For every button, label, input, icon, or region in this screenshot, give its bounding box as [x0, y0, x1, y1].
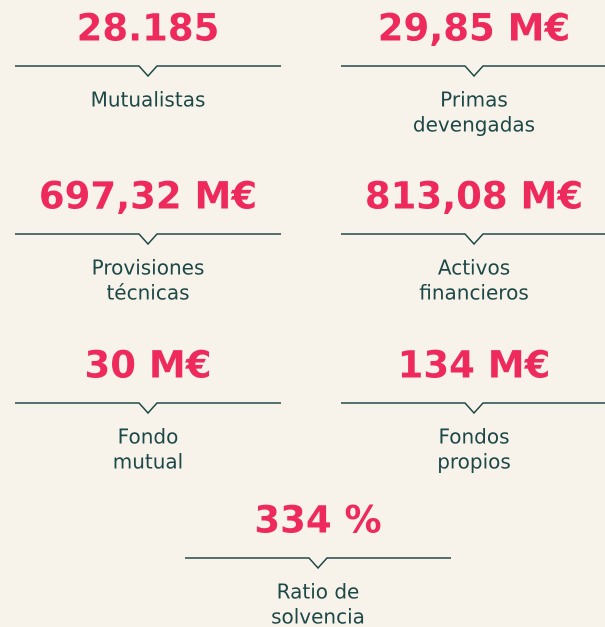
stat-label: solvencia: [271, 605, 365, 627]
stat-value: 334 %: [254, 499, 381, 542]
divider: [15, 65, 281, 78]
stat-label: Ratio de: [277, 580, 360, 604]
stat-value: 813,08 M€: [365, 175, 583, 218]
stat-value: 28.185: [77, 7, 220, 50]
stat-value: 697,32 M€: [39, 175, 257, 218]
stat-value: 29,85 M€: [378, 7, 570, 50]
stat-value: 30 M€: [85, 344, 212, 387]
stat-label: Activos: [438, 256, 510, 280]
stat-label: Mutualistas: [91, 88, 206, 112]
divider: [341, 65, 605, 78]
divider: [15, 233, 281, 246]
divider: [341, 402, 605, 415]
divider: [15, 402, 281, 415]
stat-label: propios: [437, 450, 511, 474]
divider: [185, 557, 451, 570]
stat-label: mutual: [113, 450, 184, 474]
stat-label: Fondo: [118, 425, 179, 449]
stat-label: financieros: [419, 281, 529, 305]
stat-label: técnicas: [106, 281, 189, 305]
stat-label: Provisiones: [92, 256, 205, 280]
stat-label: devengadas: [413, 113, 535, 137]
stat-label: Fondos: [438, 425, 509, 449]
stat-label: Primas: [440, 88, 508, 112]
stat-item: 28.185 Mutualistas: [15, 7, 281, 112]
divider: [341, 233, 605, 246]
stat-value: 134 M€: [398, 344, 551, 387]
